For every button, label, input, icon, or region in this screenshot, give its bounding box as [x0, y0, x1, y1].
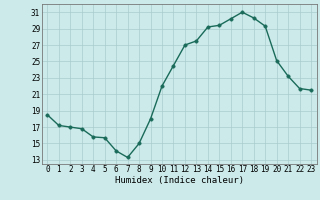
X-axis label: Humidex (Indice chaleur): Humidex (Indice chaleur) [115, 176, 244, 185]
